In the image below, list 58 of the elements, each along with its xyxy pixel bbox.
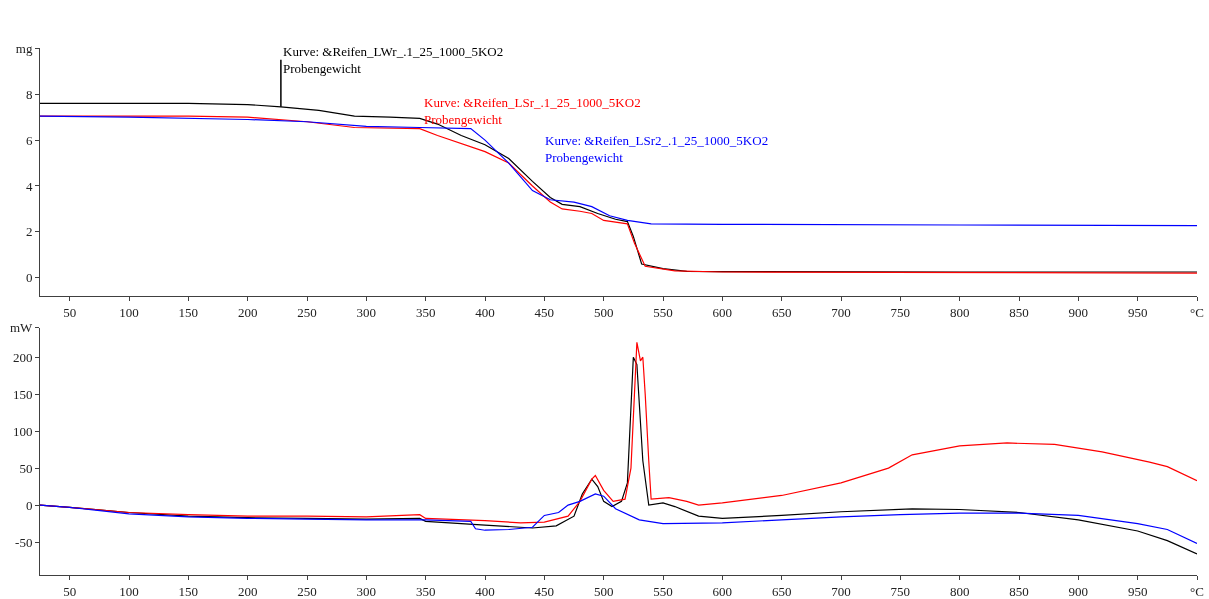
x-tick-label: 250 — [297, 583, 317, 599]
x-tick-label: 500 — [593, 583, 614, 599]
x-tick-label: 150 — [178, 583, 199, 599]
line-series — [40, 115, 1197, 227]
y-tick-label: -50 — [15, 534, 33, 550]
x-tick-label: 400 — [475, 304, 495, 320]
x-tick-label: 400 — [475, 583, 495, 599]
y-tick-label: 4 — [25, 178, 33, 194]
x-tick-label: 100 — [119, 304, 139, 320]
x-tick-label: 800 — [949, 583, 970, 599]
y-tick-label: 50 — [19, 460, 33, 476]
annotation: Kurve: &Reifen_LSr_.1_25_1000_5KO2 Probengewicht — [424, 95, 641, 127]
x-tick-label: 550 — [653, 304, 673, 320]
x-tick-label: 750 — [890, 583, 911, 599]
x-tick-label: 700 — [831, 304, 851, 320]
x-tick-label: 950 — [1127, 583, 1148, 599]
x-tick-label: 50 — [63, 304, 77, 320]
x-tick-label: 850 — [1009, 583, 1029, 599]
line-series — [40, 493, 1197, 545]
x-tick-label: °C — [1190, 304, 1204, 320]
x-tick-label: 450 — [534, 583, 555, 599]
x-tick-label: 800 — [949, 304, 970, 320]
x-tick-label: 700 — [831, 583, 851, 599]
x-tick-label: 850 — [1009, 304, 1029, 320]
x-tick-label: 500 — [593, 304, 614, 320]
x-tick-label: 900 — [1068, 304, 1089, 320]
x-tick-label: 750 — [890, 304, 911, 320]
x-tick-label: 900 — [1068, 583, 1089, 599]
x-tick-label: 550 — [653, 583, 673, 599]
x-tick-label: 650 — [771, 583, 792, 599]
annotation: Kurve: &Reifen_LWr_.1_25_1000_5KO2 Probengewicht — [283, 44, 504, 76]
annotation: Kurve: &Reifen_LSr2_.1_25_1000_5KO2 Probengewicht — [545, 133, 769, 165]
x-tick-label: 950 — [1127, 304, 1148, 320]
y-tick-label: 0 — [25, 270, 33, 286]
x-tick-label: 350 — [415, 304, 436, 320]
y-tick-label: 8 — [25, 86, 33, 102]
y-tick-label: 2 — [25, 224, 33, 240]
y-tick-label: 100 — [12, 423, 33, 439]
x-tick-label: 50 — [63, 583, 77, 599]
y-tick-label: mW — [10, 320, 34, 336]
x-tick-label: 300 — [356, 583, 377, 599]
x-tick-label: 250 — [297, 304, 317, 320]
y-tick-label: 6 — [25, 132, 33, 148]
x-tick-label: 200 — [237, 304, 258, 320]
y-tick-label: 200 — [12, 349, 33, 365]
x-tick-label: 600 — [712, 583, 733, 599]
x-tick-label: 150 — [178, 304, 199, 320]
x-tick-label: 650 — [771, 304, 792, 320]
y-tick-label: mg — [15, 40, 33, 56]
y-tick-label: 150 — [12, 386, 33, 402]
x-tick-label: 300 — [356, 304, 377, 320]
x-tick-label: 100 — [119, 583, 139, 599]
x-tick-label: 450 — [534, 304, 555, 320]
x-tick-label: 200 — [237, 583, 258, 599]
y-tick-label: 0 — [25, 497, 33, 513]
x-tick-label: 350 — [415, 583, 436, 599]
x-tick-label: 600 — [712, 304, 733, 320]
x-tick-label: °C — [1190, 583, 1204, 599]
